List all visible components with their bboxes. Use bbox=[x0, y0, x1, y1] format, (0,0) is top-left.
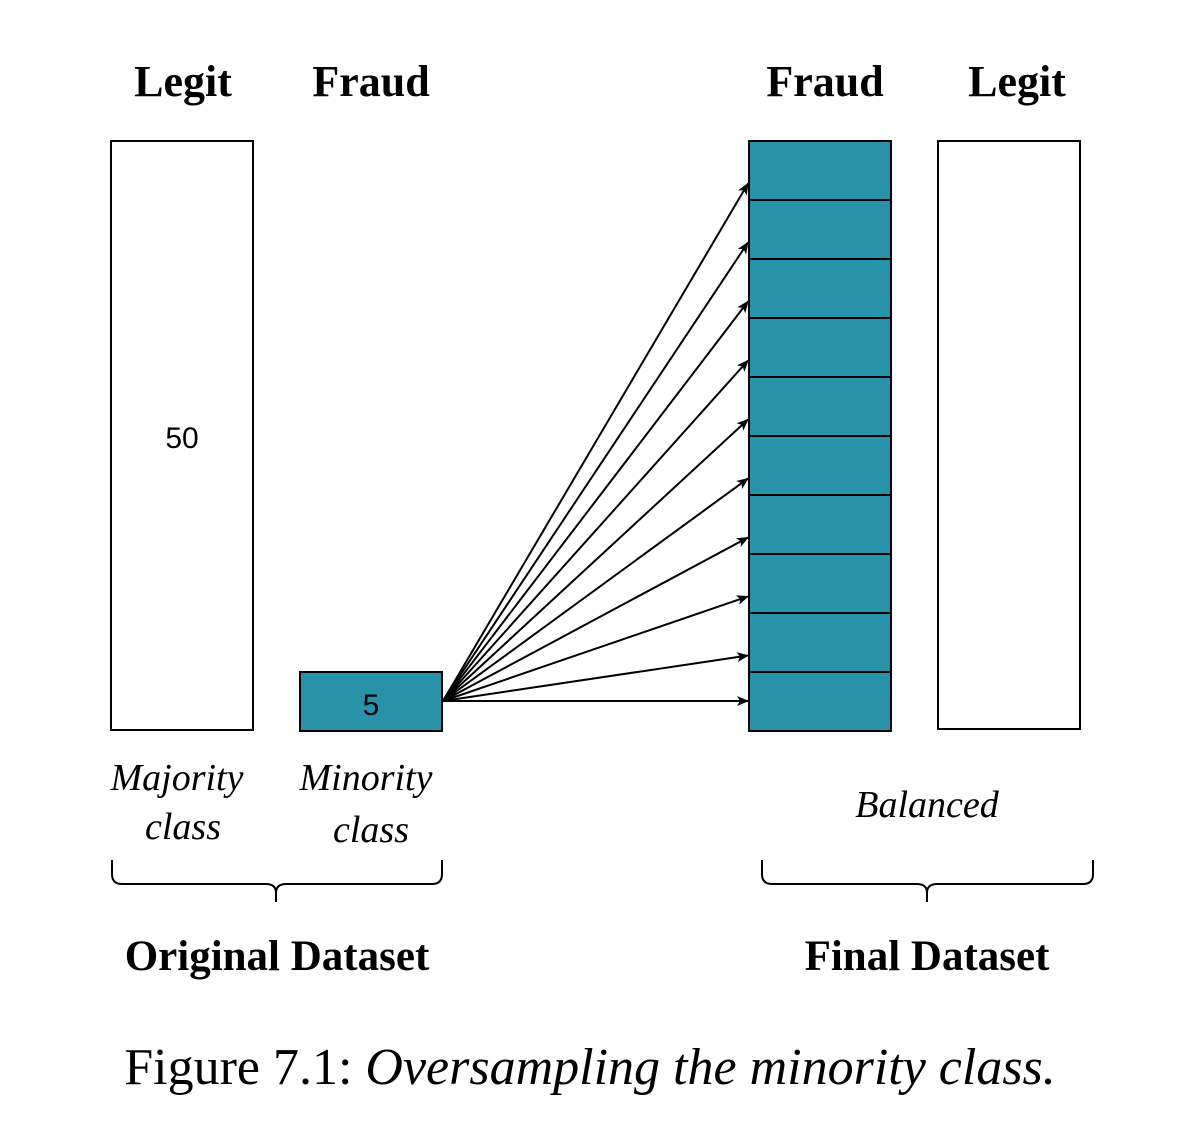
final-legit-header: Legit bbox=[968, 57, 1066, 106]
fraud-copy-cell bbox=[748, 376, 892, 437]
original-dataset-brace bbox=[111, 860, 443, 902]
fraud-copy-cell bbox=[748, 317, 892, 378]
original-legit-count: 50 bbox=[165, 422, 198, 455]
original-fraud-count: 5 bbox=[363, 689, 380, 722]
caption-prefix: Figure 7.1: bbox=[124, 1039, 365, 1096]
original-legit-header: Legit bbox=[134, 57, 232, 106]
majority-class-label-line2: class bbox=[145, 806, 221, 848]
original-fraud-bar bbox=[299, 671, 443, 732]
copy-arrow bbox=[442, 652, 749, 702]
final-fraud-header: Fraud bbox=[766, 57, 883, 106]
copy-arrow bbox=[442, 300, 749, 702]
copy-arrow bbox=[442, 595, 749, 702]
copy-arrow bbox=[442, 418, 749, 702]
copy-arrow bbox=[442, 477, 749, 702]
fraud-copy-cell bbox=[748, 140, 892, 201]
original-dataset-label: Original Dataset bbox=[125, 933, 430, 980]
original-fraud-header: Fraud bbox=[312, 57, 429, 106]
minority-class-label-line1: Minority bbox=[299, 757, 433, 799]
fraud-copy-cell bbox=[748, 612, 892, 673]
final-legit-bar bbox=[937, 140, 1081, 730]
figure-caption: Figure 7.1: Oversampling the minority cl… bbox=[124, 1039, 1056, 1096]
original-legit-bar bbox=[110, 140, 254, 731]
fraud-copy-cell bbox=[748, 671, 892, 732]
final-fraud-stack bbox=[748, 140, 892, 732]
fraud-copy-cell bbox=[748, 199, 892, 260]
caption-text: Oversampling the minority class. bbox=[365, 1039, 1055, 1096]
majority-class-label-line1: Majority bbox=[110, 757, 244, 799]
fraud-copy-cell bbox=[748, 435, 892, 496]
fraud-copy-cell bbox=[748, 494, 892, 555]
copy-arrow bbox=[442, 182, 749, 702]
balanced-label: Balanced bbox=[855, 784, 1000, 826]
final-dataset-label: Final Dataset bbox=[805, 933, 1051, 980]
final-dataset-brace bbox=[761, 860, 1094, 902]
copy-arrow bbox=[442, 241, 749, 702]
copy-arrow bbox=[442, 359, 749, 702]
fraud-copy-cell bbox=[748, 553, 892, 614]
fraud-copy-cell bbox=[748, 258, 892, 319]
oversampling-arrows bbox=[442, 182, 749, 706]
minority-class-label-line2: class bbox=[333, 809, 409, 851]
copy-arrow bbox=[442, 536, 749, 702]
